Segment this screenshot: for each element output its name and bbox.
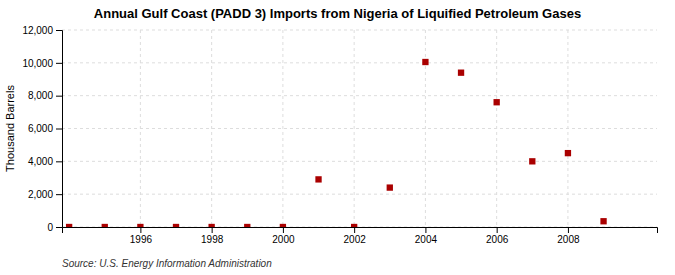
x-tick-mark <box>283 227 284 233</box>
x-tick: 2006 <box>486 227 509 245</box>
x-tick-label: 2008 <box>557 234 580 245</box>
x-axis: 1996 1998 2000 2002 2004 2006 2008 <box>63 227 658 245</box>
grid-line-x <box>282 30 283 227</box>
y-tick-label: 2,000 <box>28 189 53 200</box>
y-tick-mark <box>56 194 62 195</box>
y-tick: 6,000 <box>28 123 62 134</box>
grid-line-y <box>62 62 657 63</box>
x-tick: 2004 <box>415 227 438 245</box>
point <box>351 224 357 227</box>
grid-line-x <box>354 30 355 227</box>
x-tick-mark <box>140 227 141 233</box>
y-axis-line <box>56 31 63 228</box>
grid-line-y <box>62 194 657 195</box>
y-tick: 10,000 <box>22 58 62 69</box>
grid <box>62 30 657 227</box>
x-tick: 2008 <box>557 227 580 245</box>
point <box>422 59 428 65</box>
point <box>280 224 286 227</box>
x-tick-mark <box>568 227 569 233</box>
point <box>102 224 108 227</box>
x-tick-label: 2002 <box>344 234 367 245</box>
y-tick: 8,000 <box>28 90 62 101</box>
y-axis-title: Thousand Barrels <box>4 85 16 172</box>
x-tick-label: 2006 <box>486 234 509 245</box>
marks <box>66 59 607 227</box>
point <box>315 176 321 182</box>
x-tick: 1996 <box>130 227 153 245</box>
point <box>173 224 179 227</box>
y-tick-mark <box>56 30 62 31</box>
x-tick: 2002 <box>344 227 367 245</box>
x-tick: 1998 <box>201 227 224 245</box>
x-tick-mark <box>354 227 355 233</box>
y-tick-mark <box>56 161 62 162</box>
y-axis: 0 2,000 4,000 6,000 8,000 10,000 12,000 <box>22 25 62 233</box>
y-tick-mark <box>56 129 62 130</box>
point <box>387 184 393 190</box>
point <box>494 99 500 105</box>
grid-line-y <box>62 30 657 31</box>
grid-line-y <box>62 128 657 129</box>
y-tick: 0 <box>47 222 62 233</box>
y-tick-mark <box>56 63 62 64</box>
y-tick-label: 4,000 <box>28 156 53 167</box>
y-tick-mark <box>56 96 62 97</box>
y-tick: 2,000 <box>28 189 62 200</box>
y-tick-label: 12,000 <box>22 25 53 36</box>
x-tick-label: 2000 <box>272 234 295 245</box>
chart: 1996 1998 2000 2002 2004 2006 2008 0 2,000 4,000 6… <box>0 0 675 275</box>
x-tick-mark <box>497 227 498 233</box>
x-tick-mark <box>212 227 213 233</box>
x-tick: 2000 <box>272 227 295 245</box>
y-tick-label: 8,000 <box>28 90 53 101</box>
x-tick-label: 1998 <box>201 234 224 245</box>
x-tick-label: 1996 <box>130 234 153 245</box>
y-tick: 12,000 <box>22 25 62 36</box>
point <box>458 70 464 76</box>
point <box>66 224 72 227</box>
x-tick-label: 2004 <box>415 234 438 245</box>
grid-line-y <box>62 95 657 96</box>
y-tick: 4,000 <box>28 156 62 167</box>
y-tick-label: 6,000 <box>28 123 53 134</box>
x-tick-mark <box>425 227 426 233</box>
title: Annual Gulf Coast (PADD 3) Imports from … <box>94 6 581 21</box>
x-axis-line <box>63 228 658 234</box>
point <box>208 224 214 227</box>
grid-line-x <box>211 30 212 227</box>
plot: 1996 1998 2000 2002 2004 2006 2008 0 2,000 4,000 6… <box>22 25 657 245</box>
y-tick-label: 10,000 <box>22 58 53 69</box>
point <box>565 150 571 156</box>
point <box>244 224 250 227</box>
y-tick-mark <box>56 227 62 228</box>
point <box>137 224 143 227</box>
point <box>600 218 606 224</box>
grid-line-y <box>62 161 657 162</box>
point <box>529 158 535 164</box>
annotation: Source: U.S. Energy Information Administ… <box>62 258 272 269</box>
y-tick-label: 0 <box>47 222 53 233</box>
